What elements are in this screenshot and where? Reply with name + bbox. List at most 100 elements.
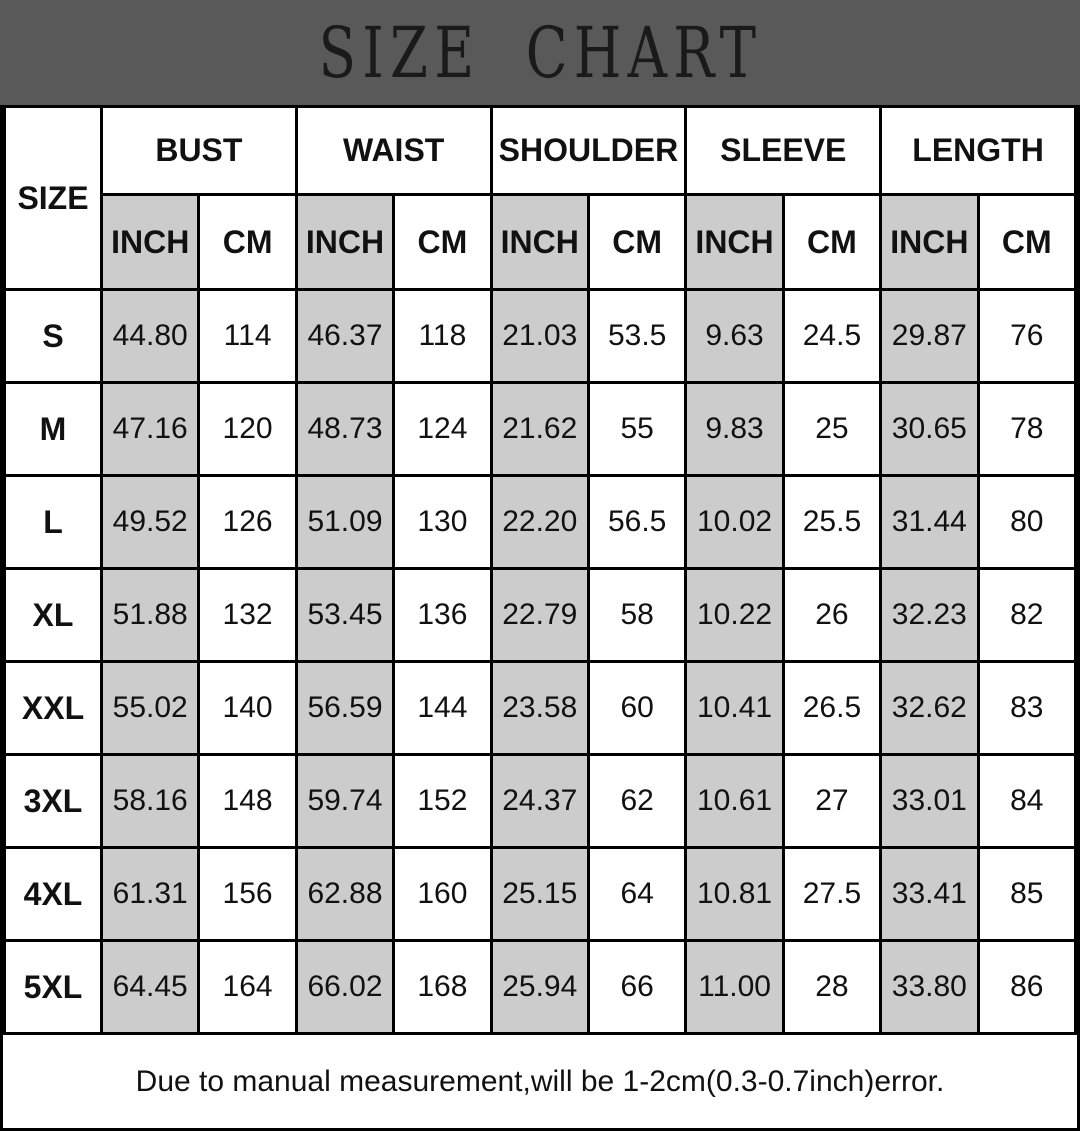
value-cell: 51.88: [99, 567, 201, 663]
table-row: XL 51.88 132 53.45 136 22.79 58 10.22 26…: [3, 567, 1078, 663]
value-cell: 118: [392, 288, 493, 384]
table-row: M 47.16 120 48.73 124 21.62 55 9.83 25 3…: [3, 381, 1078, 477]
value-cell: 148: [197, 753, 298, 849]
value-cell: 66.02: [294, 939, 396, 1035]
value-cell: 27.5: [781, 846, 883, 942]
value-cell: 10.81: [684, 846, 785, 942]
value-cell: 80: [976, 474, 1078, 570]
value-cell: 25: [781, 381, 883, 477]
column-header-shoulder: SHOULDER: [489, 105, 688, 196]
value-cell: 59.74: [294, 753, 396, 849]
value-cell: 132: [197, 567, 298, 663]
column-header-length: LENGTH: [879, 105, 1077, 196]
value-cell: 152: [392, 753, 493, 849]
value-cell: 78: [976, 381, 1078, 477]
value-cell: 49.52: [99, 474, 201, 570]
value-cell: 56.59: [294, 660, 396, 756]
value-cell: 160: [392, 846, 493, 942]
value-cell: 25.15: [489, 846, 590, 942]
value-cell: 32.23: [879, 567, 980, 663]
value-cell: 82: [976, 567, 1078, 663]
size-label: XL: [3, 567, 103, 663]
value-cell: 51.09: [294, 474, 396, 570]
value-cell: 25.94: [489, 939, 590, 1035]
table-row: 3XL 58.16 148 59.74 152 24.37 62 10.61 2…: [3, 753, 1078, 849]
value-cell: 33.41: [879, 846, 980, 942]
value-cell: 26.5: [781, 660, 883, 756]
value-cell: 10.02: [684, 474, 785, 570]
value-cell: 56.5: [586, 474, 688, 570]
size-label: XXL: [3, 660, 103, 756]
value-cell: 62: [586, 753, 688, 849]
value-cell: 29.87: [879, 288, 980, 384]
unit-header-cm: CM: [586, 193, 688, 291]
value-cell: 10.22: [684, 567, 785, 663]
page-title: SIZE CHART: [318, 11, 762, 94]
value-cell: 164: [197, 939, 298, 1035]
value-cell: 156: [197, 846, 298, 942]
value-cell: 53.45: [294, 567, 396, 663]
column-header-waist: WAIST: [294, 105, 493, 196]
value-cell: 136: [392, 567, 493, 663]
value-cell: 23.58: [489, 660, 590, 756]
value-cell: 62.88: [294, 846, 396, 942]
value-cell: 11.00: [684, 939, 785, 1035]
value-cell: 25.5: [781, 474, 883, 570]
size-table-body: S 44.80 114 46.37 118 21.03 53.5 9.63 24…: [3, 288, 1078, 1035]
value-cell: 60: [586, 660, 688, 756]
value-cell: 126: [197, 474, 298, 570]
size-table: SIZE BUST WAIST SHOULDER SLEEVE LENGTH I…: [3, 105, 1078, 1035]
value-cell: 44.80: [99, 288, 201, 384]
value-cell: 47.16: [99, 381, 201, 477]
size-label: 5XL: [3, 939, 103, 1035]
value-cell: 26: [781, 567, 883, 663]
column-header-size: SIZE: [3, 105, 103, 291]
size-label: 3XL: [3, 753, 103, 849]
value-cell: 33.80: [879, 939, 980, 1035]
unit-header-inch: INCH: [294, 193, 396, 291]
value-cell: 64: [586, 846, 688, 942]
value-cell: 83: [976, 660, 1078, 756]
column-header-bust: BUST: [100, 105, 298, 196]
value-cell: 58.16: [99, 753, 201, 849]
value-cell: 21.03: [489, 288, 590, 384]
value-cell: 22.79: [489, 567, 590, 663]
value-cell: 85: [976, 846, 1078, 942]
value-cell: 61.31: [99, 846, 201, 942]
table-header: SIZE BUST WAIST SHOULDER SLEEVE LENGTH I…: [3, 105, 1078, 291]
title-banner: SIZE CHART: [0, 0, 1080, 105]
table-row: 5XL 64.45 164 66.02 168 25.94 66 11.00 2…: [3, 939, 1078, 1035]
value-cell: 55: [586, 381, 688, 477]
value-cell: 21.62: [489, 381, 590, 477]
size-label: L: [3, 474, 103, 570]
value-cell: 53.5: [586, 288, 688, 384]
table-area: SIZE BUST WAIST SHOULDER SLEEVE LENGTH I…: [0, 105, 1080, 1131]
value-cell: 24.5: [781, 288, 883, 384]
unit-header-inch: INCH: [99, 193, 201, 291]
value-cell: 30.65: [879, 381, 980, 477]
value-cell: 84: [976, 753, 1078, 849]
unit-header-row: INCH CM INCH CM INCH CM INCH CM INCH CM: [5, 193, 1078, 291]
value-cell: 9.83: [684, 381, 785, 477]
value-cell: 120: [197, 381, 298, 477]
unit-header-inch: INCH: [684, 193, 785, 291]
value-cell: 48.73: [294, 381, 396, 477]
size-label: M: [3, 381, 103, 477]
column-header-sleeve: SLEEVE: [684, 105, 883, 196]
footer-note: Due to manual measurement,will be 1-2cm(…: [3, 1035, 1077, 1128]
value-cell: 27: [781, 753, 883, 849]
value-cell: 124: [392, 381, 493, 477]
value-cell: 33.01: [879, 753, 980, 849]
value-cell: 28: [781, 939, 883, 1035]
unit-header-cm: CM: [197, 193, 298, 291]
value-cell: 31.44: [879, 474, 980, 570]
value-cell: 58: [586, 567, 688, 663]
value-cell: 66: [586, 939, 688, 1035]
value-cell: 64.45: [99, 939, 201, 1035]
value-cell: 168: [392, 939, 493, 1035]
unit-header-cm: CM: [976, 193, 1078, 291]
value-cell: 10.41: [684, 660, 785, 756]
value-cell: 24.37: [489, 753, 590, 849]
group-header-row: SIZE BUST WAIST SHOULDER SLEEVE LENGTH: [3, 105, 1077, 291]
